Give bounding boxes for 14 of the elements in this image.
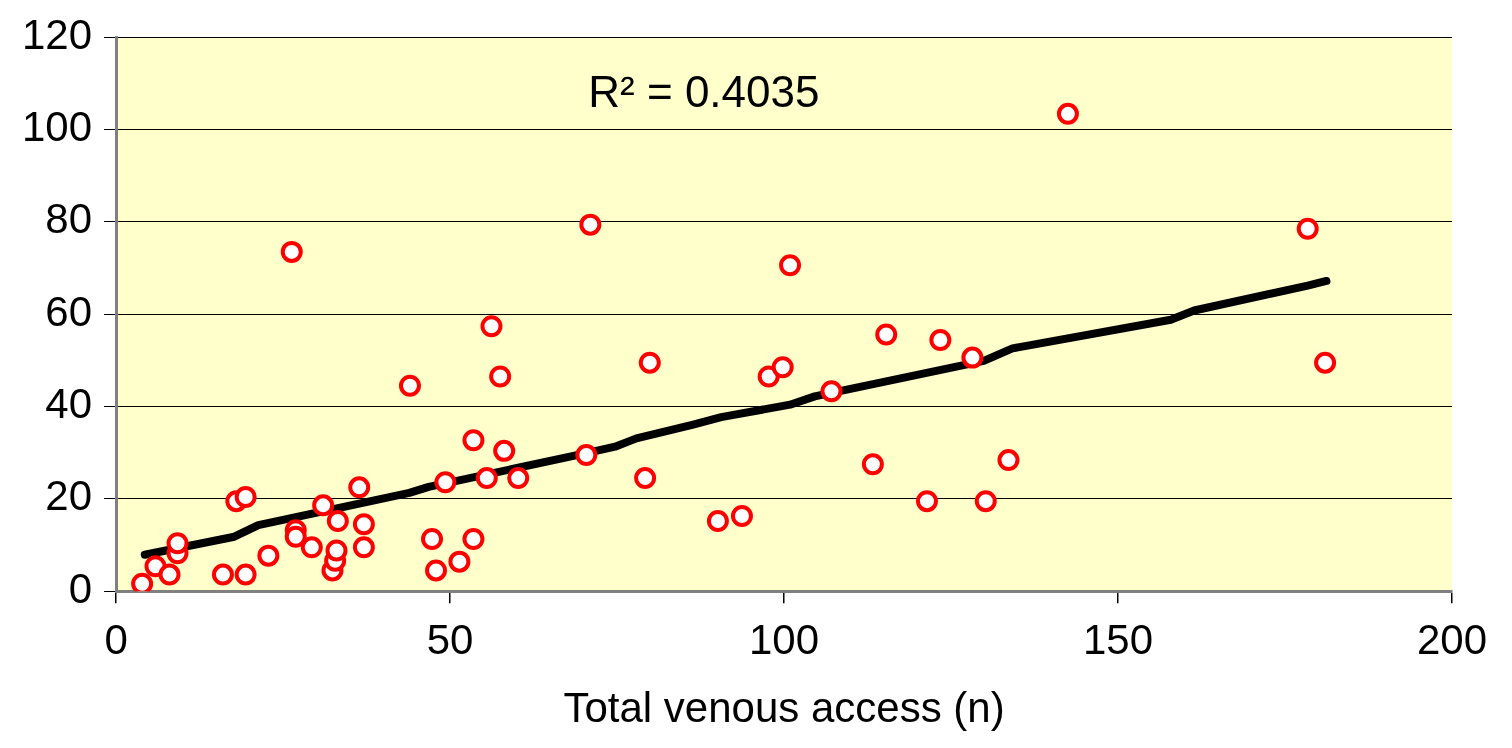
y-tick-label: 40 [45,380,93,428]
y-tick-label: 0 [68,564,93,612]
x-tick-label: 150 [1082,615,1154,663]
x-tick-label: 100 [749,615,820,663]
x-tick-label: 50 [426,615,474,663]
y-tick-label: 20 [45,472,93,520]
x-tick-label: 200 [1416,615,1488,663]
y-tick-label: 80 [45,195,93,243]
x-tick-label: 0 [104,615,128,663]
y-tick-label: 60 [45,287,93,335]
x-axis-title: Total venous access (n) [563,684,1005,732]
y-tick-label: 120 [22,10,93,58]
y-tick-label: 100 [22,103,93,151]
annotation: R² = 0.4035 [588,67,820,117]
